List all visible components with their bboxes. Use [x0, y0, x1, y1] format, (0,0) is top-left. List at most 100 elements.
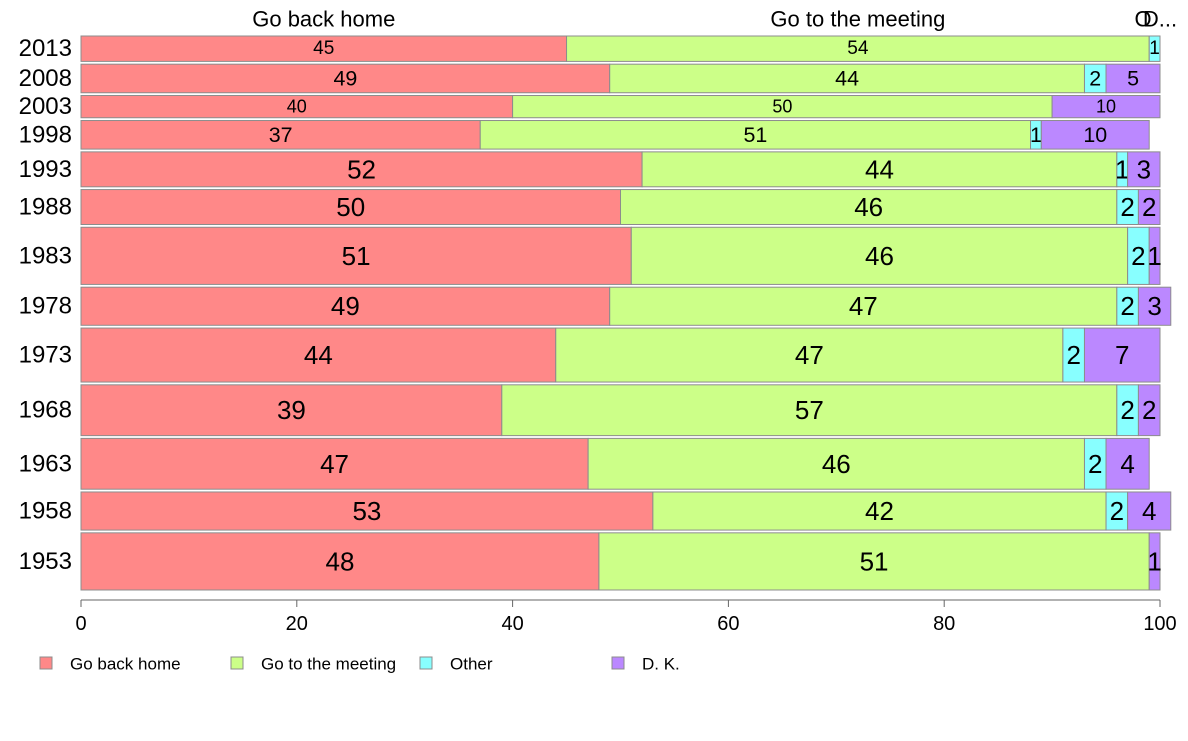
- bar-segment: [80, 437, 589, 490]
- data-label: 42: [865, 496, 894, 526]
- data-label: 47: [795, 340, 824, 370]
- top-segment-label: Go back home: [252, 7, 395, 32]
- data-label: 10: [1096, 97, 1116, 117]
- data-label: 44: [865, 154, 894, 184]
- top-segment-label: Go to the meeting: [770, 7, 945, 32]
- bar-segment: [1127, 151, 1161, 188]
- bar-segment: [641, 151, 1118, 188]
- y-tick-label: 1993: [19, 156, 72, 183]
- bar-segment: [598, 532, 1150, 591]
- legend-swatch: [39, 656, 53, 670]
- bar-segment: [652, 491, 1107, 531]
- legend-label: Go to the meeting: [261, 655, 396, 674]
- data-label: 50: [772, 97, 792, 117]
- data-label: 50: [336, 192, 365, 222]
- data-label: 51: [743, 123, 767, 147]
- data-label: 53: [352, 496, 381, 526]
- bar-segment: [1137, 384, 1161, 437]
- bar-segment: [80, 532, 600, 591]
- data-label: 54: [847, 38, 869, 59]
- data-label: 2: [1142, 395, 1156, 425]
- y-tick-label: 2013: [19, 35, 72, 62]
- x-tick-label: 40: [501, 613, 523, 635]
- data-label: 48: [325, 546, 354, 576]
- bar-segment: [80, 35, 568, 62]
- data-label: 49: [331, 291, 360, 321]
- x-tick-label: 0: [75, 613, 86, 635]
- bar-segment: [1148, 226, 1161, 285]
- y-tick-label: 1953: [19, 548, 72, 575]
- data-label: 47: [849, 291, 878, 321]
- data-label: 2: [1066, 340, 1080, 370]
- data-label: 46: [822, 449, 851, 479]
- x-tick-label: 100: [1143, 613, 1176, 635]
- bar-segment: [1137, 189, 1161, 225]
- data-label: 7: [1115, 340, 1129, 370]
- bar-segment: [1105, 437, 1150, 490]
- data-label: 10: [1083, 123, 1107, 147]
- data-label: 4: [1120, 449, 1134, 479]
- data-label: 57: [795, 395, 824, 425]
- data-label: 45: [313, 38, 334, 59]
- bar-segment: [1148, 35, 1161, 62]
- bar-segment: [566, 35, 1150, 62]
- data-label: 1: [1147, 241, 1161, 271]
- data-label: 1: [1030, 123, 1042, 147]
- y-tick-label: 2003: [19, 93, 72, 120]
- y-tick-label: 1958: [19, 498, 72, 525]
- bar-segment: [620, 189, 1118, 225]
- data-label: 3: [1137, 154, 1151, 184]
- data-label: 52: [347, 154, 376, 184]
- data-label: 1: [1149, 38, 1160, 59]
- bar-segment: [80, 226, 632, 285]
- data-label: 2: [1120, 291, 1134, 321]
- bar-segment: [587, 437, 1085, 490]
- x-tick-label: 80: [933, 613, 955, 635]
- y-tick-label: 1988: [19, 194, 72, 221]
- data-label: 44: [835, 66, 859, 90]
- bar-segment: [80, 384, 503, 437]
- bar-segment: [1148, 532, 1161, 591]
- top-segment-label: D...: [1143, 7, 1177, 32]
- data-label: 2: [1142, 192, 1156, 222]
- legend-swatch: [611, 656, 625, 670]
- top-segment-label: O: [1134, 7, 1151, 32]
- bar-segment: [630, 226, 1129, 285]
- data-label: 46: [854, 192, 883, 222]
- data-label: 39: [277, 395, 306, 425]
- data-label: 46: [865, 241, 894, 271]
- bar-segment: [80, 189, 621, 225]
- data-label: 2: [1131, 241, 1145, 271]
- bar-segment: [501, 384, 1118, 437]
- data-label: 44: [304, 340, 333, 370]
- data-label: 4: [1142, 496, 1156, 526]
- data-label: 40: [287, 97, 307, 117]
- bar-segment: [1051, 95, 1161, 119]
- y-tick-label: 1968: [19, 397, 72, 424]
- bar-segment: [1083, 327, 1161, 383]
- data-label: 2: [1120, 192, 1134, 222]
- y-tick-label: 1963: [19, 450, 72, 477]
- bar-segment: [479, 120, 1032, 150]
- data-label: 2: [1120, 395, 1134, 425]
- bar-segment: [1040, 120, 1150, 150]
- y-tick-label: 1998: [19, 121, 72, 148]
- legend-label: Other: [450, 655, 493, 674]
- bar-segment: [80, 327, 557, 383]
- y-tick-label: 2008: [19, 65, 72, 92]
- bar-segment: [80, 491, 654, 531]
- data-label: 1: [1147, 546, 1161, 576]
- data-label: 5: [1127, 66, 1139, 90]
- bar-segment: [1137, 286, 1172, 326]
- data-label: 2: [1089, 66, 1101, 90]
- bar-segment: [80, 286, 611, 326]
- y-tick-label: 1973: [19, 342, 72, 369]
- bar-segment: [80, 151, 643, 188]
- x-tick-label: 20: [286, 613, 308, 635]
- x-tick-label: 60: [717, 613, 739, 635]
- y-tick-label: 1978: [19, 293, 72, 320]
- data-label: 37: [269, 123, 293, 147]
- data-label: 47: [320, 449, 349, 479]
